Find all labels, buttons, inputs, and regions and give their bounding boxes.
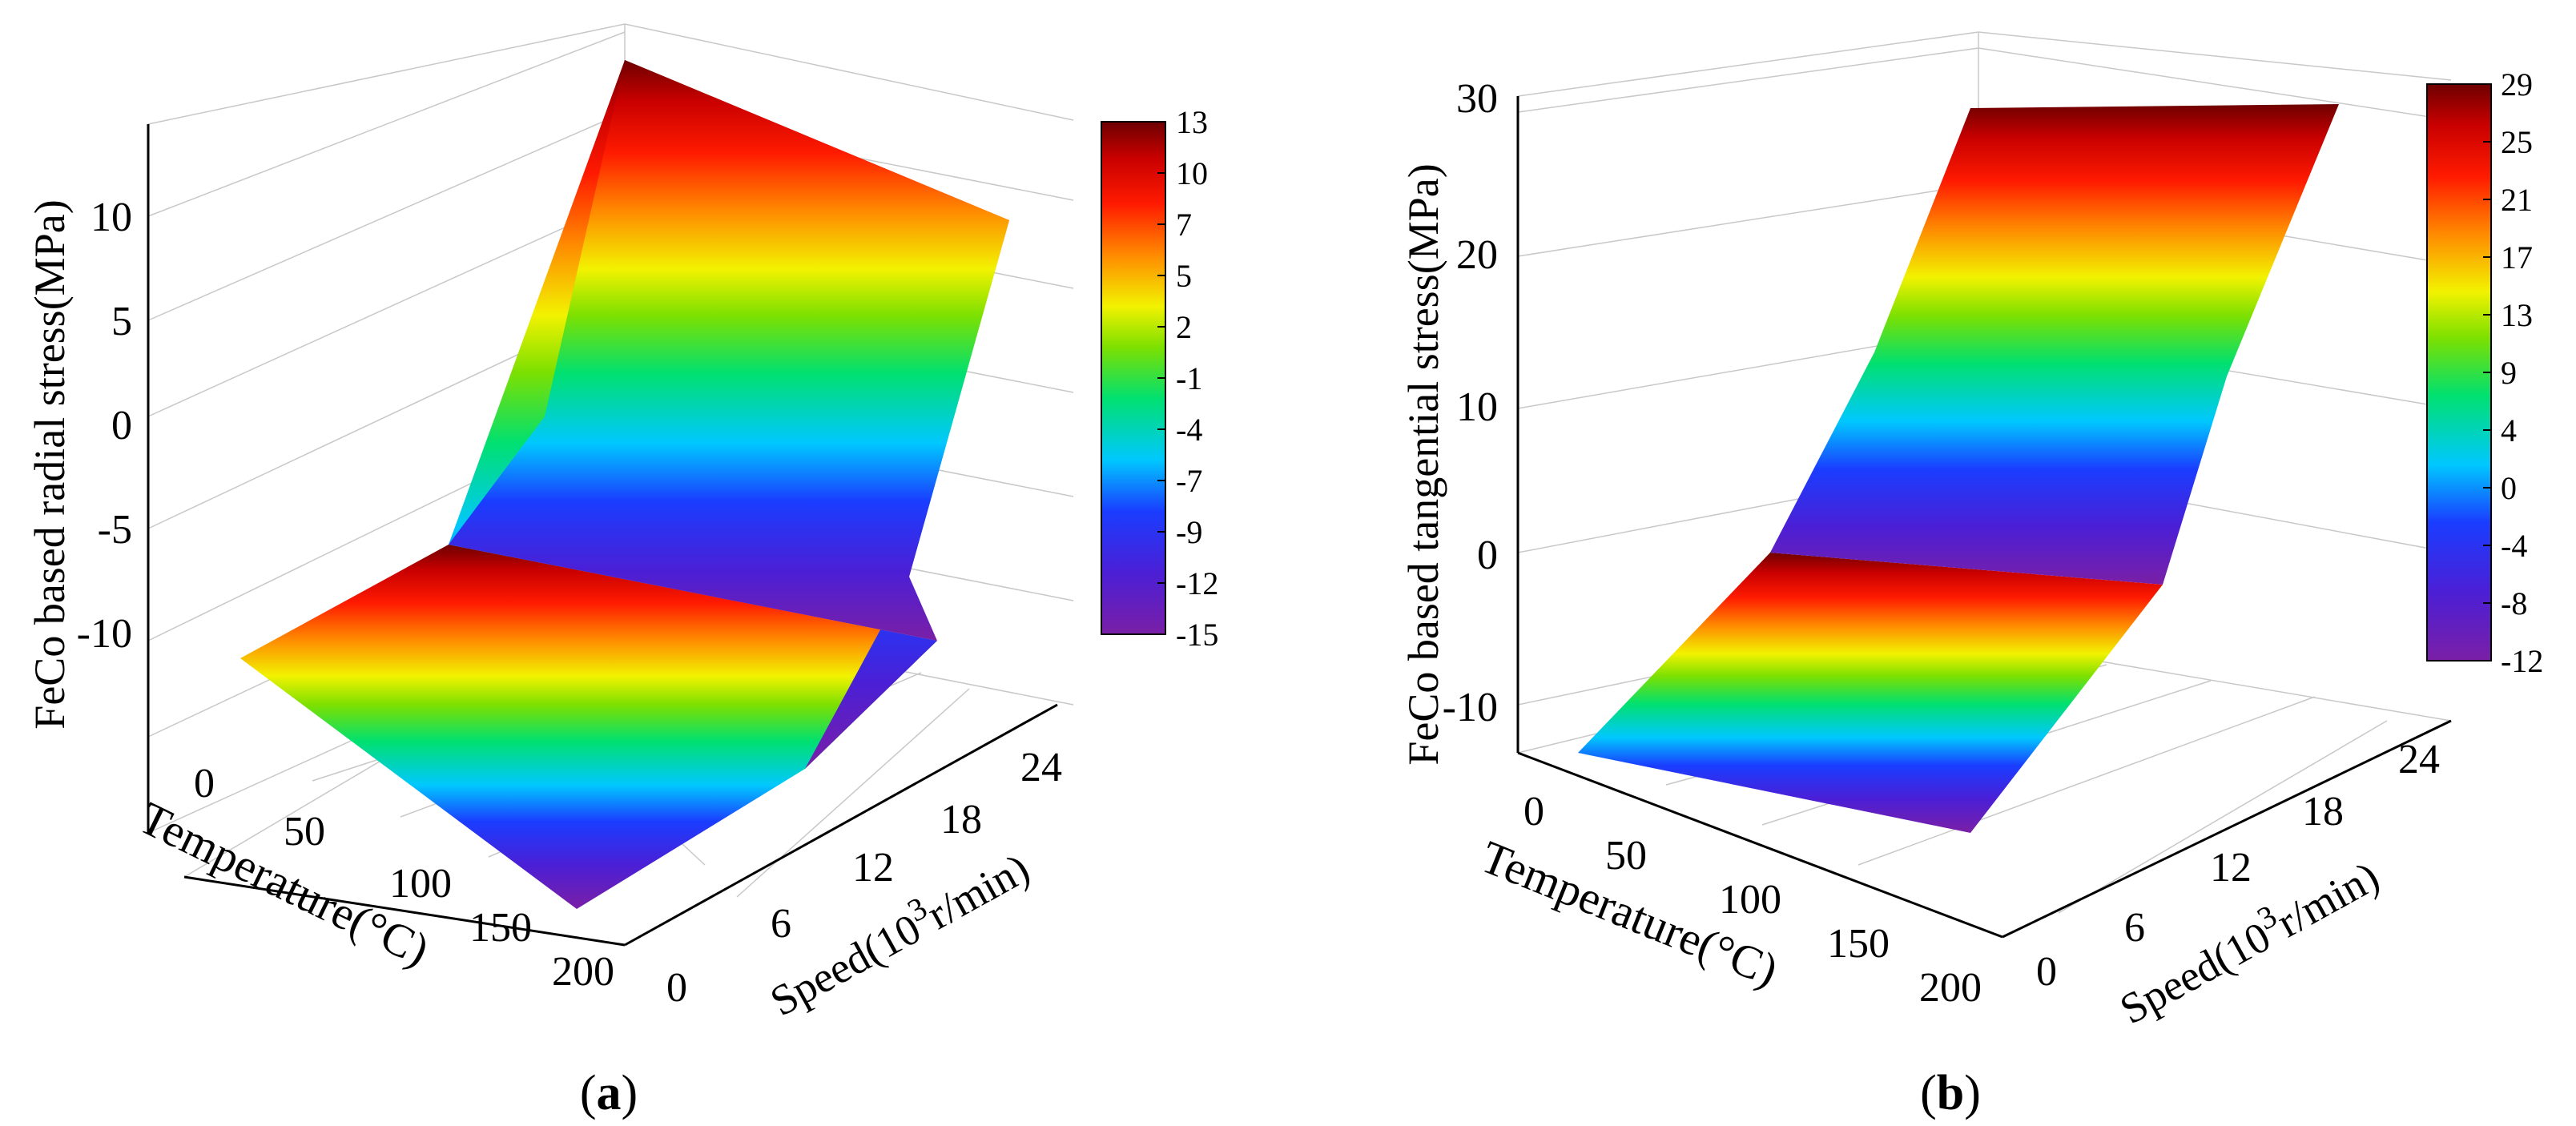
axes-b [1516, 96, 2452, 939]
x-ticks-a: 0 50 100 150 200 [194, 761, 614, 995]
y-ticks-b: 0 6 12 18 24 [2036, 737, 2440, 995]
colorbar-tick: 25 [2501, 124, 2533, 160]
z-tick: 5 [111, 299, 132, 344]
surface-a [240, 60, 1009, 909]
colorbar-tick: 4 [2501, 412, 2517, 448]
colorbar-tick: 21 [2501, 182, 2533, 218]
colorbar-tick: -12 [1176, 565, 1218, 601]
colorbar-b-bar [2426, 83, 2492, 662]
z-tick: -5 [98, 507, 132, 553]
y-axis-label-a: Speed(103r/min) [759, 837, 1037, 1025]
colorbar-tick: -1 [1176, 360, 1202, 396]
colorbar-a-bar [1101, 121, 1166, 635]
surface-b [1578, 104, 2339, 833]
colorbar-tick: 0 [2501, 470, 2517, 506]
x-tick: 0 [1523, 789, 1544, 834]
colorbar-tick: 9 [2501, 355, 2517, 391]
x-tick: 200 [552, 949, 614, 995]
colorbar-tick: 29 [2501, 66, 2533, 103]
y-tick: 24 [2398, 737, 2440, 782]
surface-a-top [449, 60, 1009, 641]
colorbar-tick: 5 [1176, 258, 1192, 294]
z-tick: 10 [1456, 384, 1498, 430]
x-tick: 100 [1719, 877, 1781, 923]
y-tick: 0 [2036, 949, 2057, 995]
x-tick: 200 [1919, 965, 1982, 1011]
x-tick: 50 [1605, 833, 1647, 879]
panel-caption-b: (b) [1920, 1066, 1981, 1120]
z-tick: 20 [1456, 232, 1498, 278]
panel-a: 10 5 0 -5 -10 0 50 100 150 200 0 6 12 18… [26, 23, 1218, 1120]
colorbar-tick: -12 [2501, 643, 2543, 679]
y-tick: 6 [771, 901, 791, 947]
colorbar-tick: -7 [1176, 463, 1202, 499]
surface-b-upper [1770, 104, 2339, 585]
z-axis-label-a: FeCo based radial stress(MPa) [26, 199, 74, 729]
colorbar-tick: 10 [1176, 155, 1208, 191]
colorbar-a-ticks [1157, 121, 1165, 635]
panel-caption-a: (a) [580, 1066, 638, 1120]
x-tick: 100 [389, 861, 452, 907]
z-tick: 30 [1456, 76, 1498, 122]
colorbar-tick: 2 [1176, 309, 1192, 345]
y-ticks-a: 0 6 12 18 24 [666, 745, 1062, 1011]
colorbar-tick: 13 [2501, 297, 2533, 333]
colorbar-tick: 7 [1176, 207, 1192, 243]
x-ticks-b: 0 50 100 150 200 [1523, 789, 1982, 1011]
surface-b-lower [1578, 553, 2163, 833]
y-tick: 12 [852, 845, 894, 891]
y-tick: 24 [1020, 745, 1062, 790]
y-tick: 12 [2210, 845, 2252, 891]
axes-a [147, 124, 1058, 947]
panel-b: 30 20 10 0 -10 0 50 100 150 200 0 6 12 1… [1399, 31, 2543, 1120]
z-tick: 0 [1477, 533, 1498, 578]
z-tick: 10 [91, 195, 132, 240]
colorbar-tick: -15 [1176, 617, 1218, 653]
z-tick: -10 [77, 611, 132, 657]
colorbar-b-ticks [2483, 83, 2491, 662]
x-tick: 150 [1827, 921, 1890, 967]
y-tick: 6 [2124, 905, 2145, 951]
z-tick: -10 [1443, 685, 1498, 730]
y-tick: 18 [2302, 789, 2344, 834]
z-ticks-b: 30 20 10 0 -10 [1443, 76, 1498, 730]
surface-a-flat-region [240, 545, 937, 909]
x-tick: 0 [194, 761, 215, 806]
z-axis-label-b: FeCo based tangential stress(MPa) [1399, 163, 1447, 765]
colorbar-tick: -8 [2501, 585, 2527, 621]
colorbar-tick: 13 [1176, 104, 1208, 140]
x-tick: 50 [284, 809, 325, 855]
colorbar-a-labels: 13 10 7 5 2 -1 -4 -7 -9 -12 -15 [1176, 104, 1218, 653]
colorbar-tick: -4 [1176, 412, 1202, 448]
y-tick: 0 [666, 965, 687, 1011]
x-tick: 150 [469, 905, 532, 951]
colorbar-tick: -9 [1176, 514, 1202, 550]
colorbar-tick: 17 [2501, 239, 2533, 275]
y-tick: 18 [940, 797, 982, 842]
colorbar-b: 29 25 21 17 13 9 4 0 -4 -8 -12 [2426, 66, 2543, 679]
colorbar-a: 13 10 7 5 2 -1 -4 -7 -9 -12 -15 [1101, 104, 1218, 653]
colorbar-tick: -4 [2501, 528, 2527, 564]
z-ticks-a: 10 5 0 -5 -10 [77, 195, 132, 657]
colorbar-b-labels: 29 25 21 17 13 9 4 0 -4 -8 -12 [2501, 66, 2543, 679]
z-tick: 0 [111, 403, 132, 448]
